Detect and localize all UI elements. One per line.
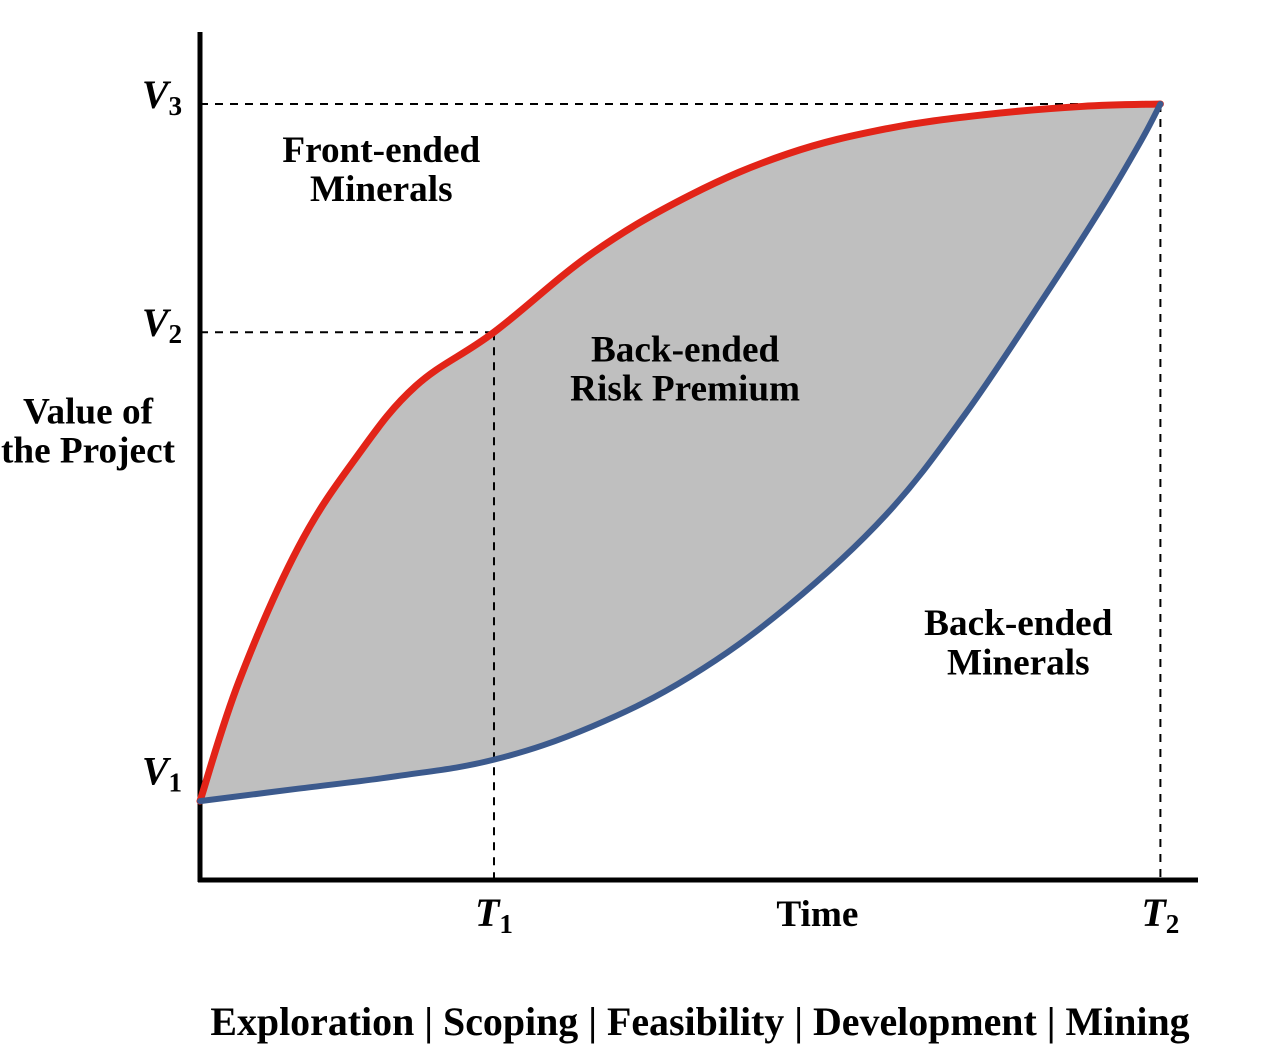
front-ended-label: Front-endedMinerals xyxy=(282,130,480,210)
front-ended-label-line1: Front-ended xyxy=(282,130,480,171)
back-ended-label-line2: Minerals xyxy=(947,642,1090,683)
y-tick-main: V xyxy=(142,748,172,793)
phase-labels: Exploration | Scoping | Feasibility | De… xyxy=(210,999,1189,1044)
y-tick-main: V xyxy=(142,300,172,345)
front-ended-label-line2: Minerals xyxy=(310,169,453,210)
y-tick-main: V xyxy=(142,72,172,117)
x-tick-sub: 2 xyxy=(1166,909,1180,939)
x-axis-title: Time xyxy=(776,894,858,935)
y-axis-title: Value ofthe Project xyxy=(1,392,176,472)
y-tick-sub: 1 xyxy=(168,767,182,797)
x-tick-main: T xyxy=(1141,890,1167,935)
y-axis-title-line2: the Project xyxy=(1,431,176,472)
x-tick-sub: 1 xyxy=(499,909,513,939)
y-axis-title-line1: Value of xyxy=(23,392,154,433)
risk-premium-label-line2: Risk Premium xyxy=(570,368,800,409)
x-tick-main: T xyxy=(475,890,501,935)
risk-premium-label-line1: Back-ended xyxy=(591,329,780,370)
chart-container: V1V2V3T1T2Value ofthe ProjectTimeFront-e… xyxy=(0,0,1280,1061)
back-ended-label: Back-endedMinerals xyxy=(924,603,1113,683)
risk-premium-label: Back-endedRisk Premium xyxy=(570,329,800,409)
y-tick-sub: 2 xyxy=(168,319,182,349)
back-ended-label-line1: Back-ended xyxy=(924,603,1113,644)
y-tick-sub: 3 xyxy=(168,91,182,121)
chart-svg: V1V2V3T1T2Value ofthe ProjectTimeFront-e… xyxy=(0,0,1280,1061)
